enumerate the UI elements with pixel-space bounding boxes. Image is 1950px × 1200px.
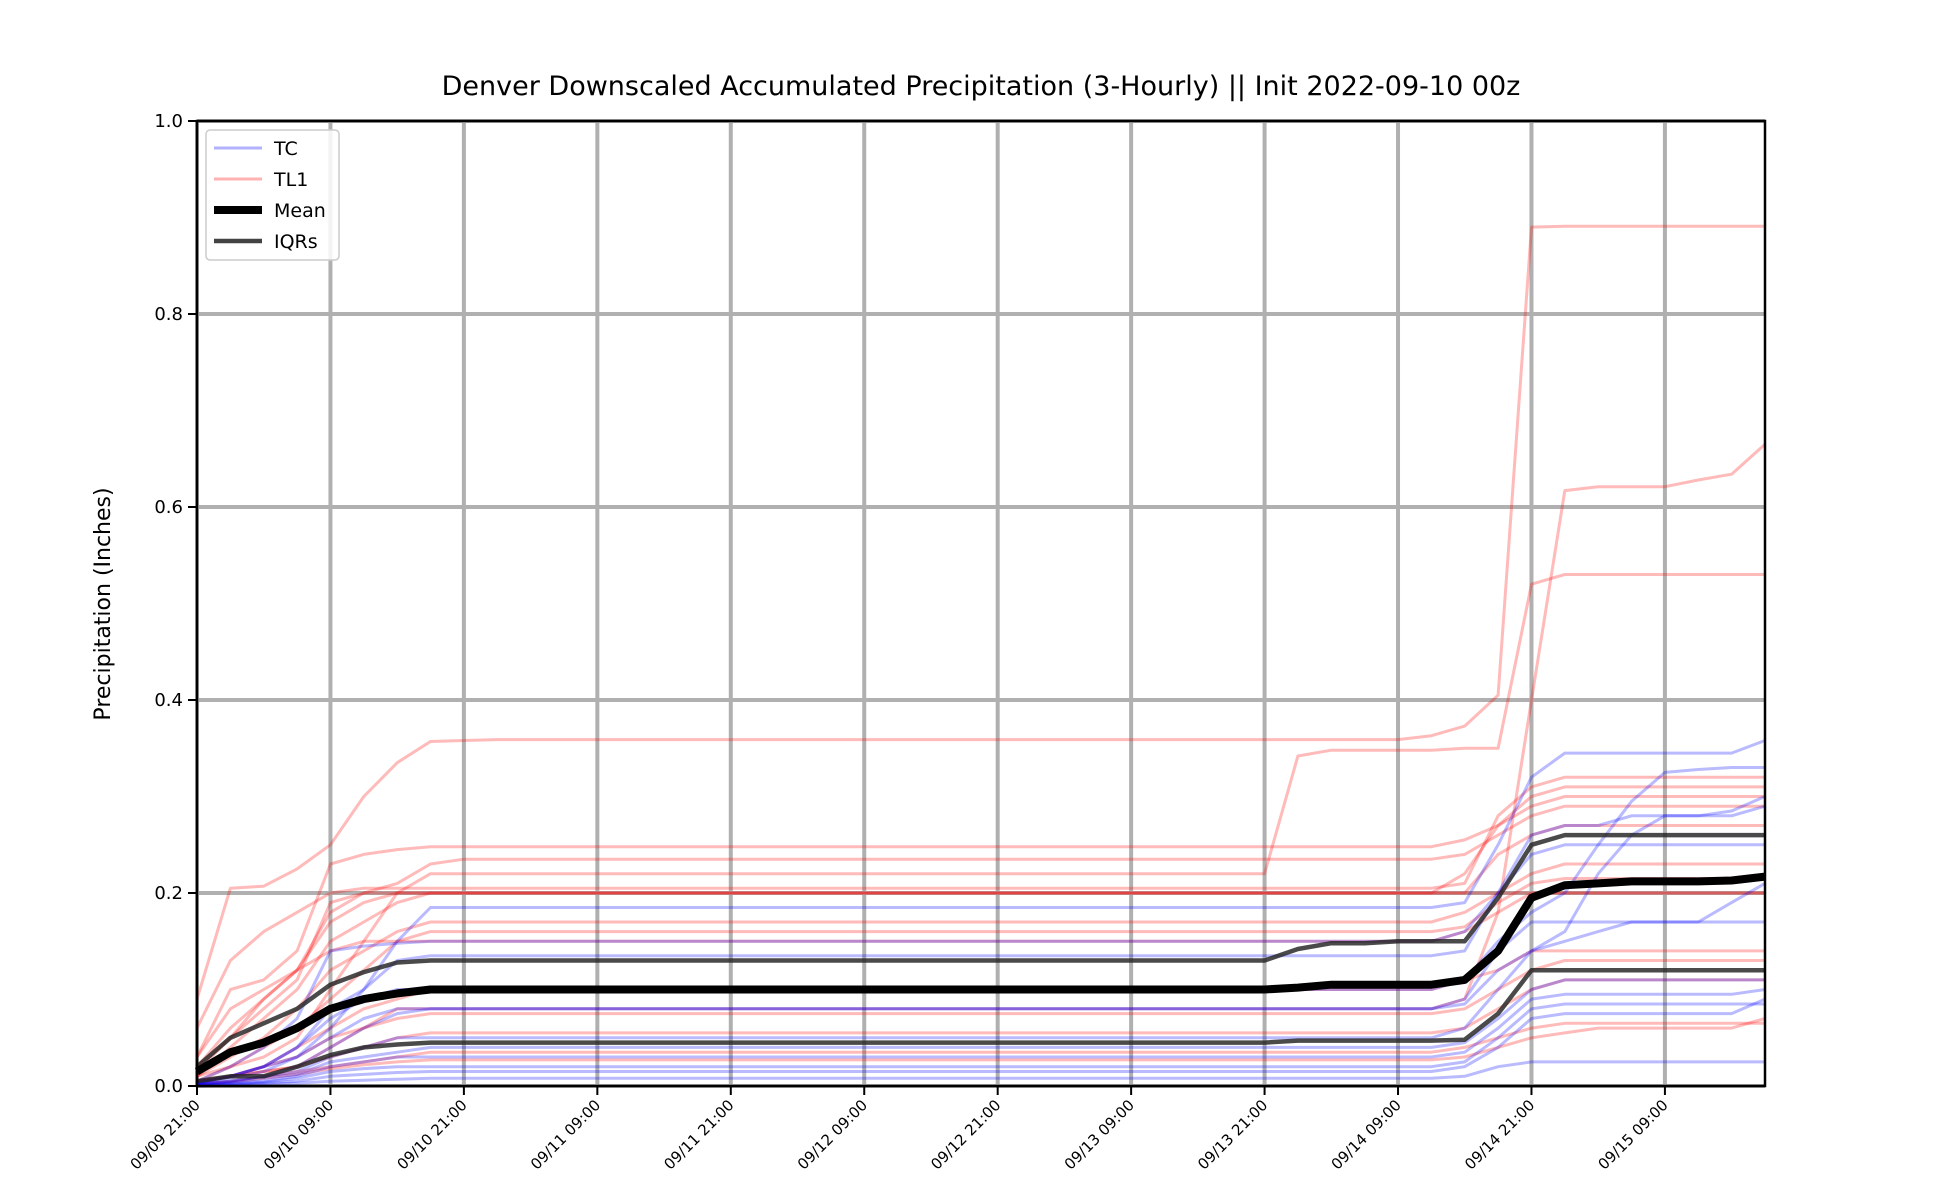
series-line-tc-23 bbox=[196, 978, 1765, 1086]
series-line-tl1-13 bbox=[196, 959, 1765, 1083]
series-line-tl1-8 bbox=[196, 824, 1765, 1078]
series-line-tc-22 bbox=[196, 882, 1766, 1086]
series-line-tl1-5 bbox=[195, 775, 1765, 1029]
series-line-tc-27 bbox=[196, 1060, 1765, 1088]
series-line-iqr-30 bbox=[195, 832, 1765, 1069]
series-line-tl1-3 bbox=[196, 573, 1765, 1078]
legend-label-mean: Mean bbox=[274, 200, 326, 222]
y-axis: 0.0 0.2 0.4 0.6 0.8 1.0 bbox=[154, 111, 197, 1097]
grid-lines bbox=[195, 119, 1765, 1088]
y-tick-label-4: 0.8 bbox=[154, 304, 183, 325]
legend-label-tc: TC bbox=[273, 138, 298, 160]
y-tick-label-2: 0.4 bbox=[154, 690, 183, 711]
series-line-tl1-16 bbox=[196, 1017, 1766, 1086]
series-line-tc-24 bbox=[196, 988, 1766, 1087]
y-axis-label: Precipitation (Inches) bbox=[91, 487, 116, 720]
series-line-tl1-7 bbox=[195, 804, 1765, 1073]
y-tick-label-3: 0.6 bbox=[154, 497, 183, 518]
chart-title: Denver Downscaled Accumulated Precipitat… bbox=[442, 71, 1521, 102]
series-line-tl1-2 bbox=[195, 785, 1765, 1058]
series-line-tl1-6 bbox=[195, 795, 1765, 1068]
series-line-mean-29 bbox=[194, 872, 1766, 1075]
series-line-tl1-11 bbox=[195, 891, 1765, 1058]
series-line-tc-17 bbox=[196, 739, 1766, 1083]
y-tick-label-0: 0.0 bbox=[154, 1076, 183, 1097]
series-line-tl1-1 bbox=[195, 224, 1765, 1000]
series-lines bbox=[194, 224, 1767, 1088]
series-line-tc-20 bbox=[196, 795, 1766, 1086]
series-line-tc-26 bbox=[196, 997, 1766, 1087]
series-line-tl1-4 bbox=[196, 443, 1767, 1083]
legend: TC TL1 Mean IQRs bbox=[205, 129, 340, 261]
legend-label-tl1: TL1 bbox=[273, 169, 308, 191]
legend-box bbox=[205, 129, 340, 261]
y-tick-label-1: 0.2 bbox=[154, 883, 183, 904]
series-line-iqr-31 bbox=[196, 967, 1765, 1084]
series-line-tc-25 bbox=[196, 1002, 1765, 1087]
plot-frame bbox=[195, 119, 1767, 1088]
series-line-tc-28 bbox=[196, 804, 1766, 1085]
series-line-tl1-15 bbox=[196, 1021, 1765, 1086]
legend-label-iqrs: IQRs bbox=[274, 231, 318, 253]
y-tick-label-5: 1.0 bbox=[154, 111, 183, 132]
series-line-tl1-10 bbox=[196, 877, 1765, 1083]
